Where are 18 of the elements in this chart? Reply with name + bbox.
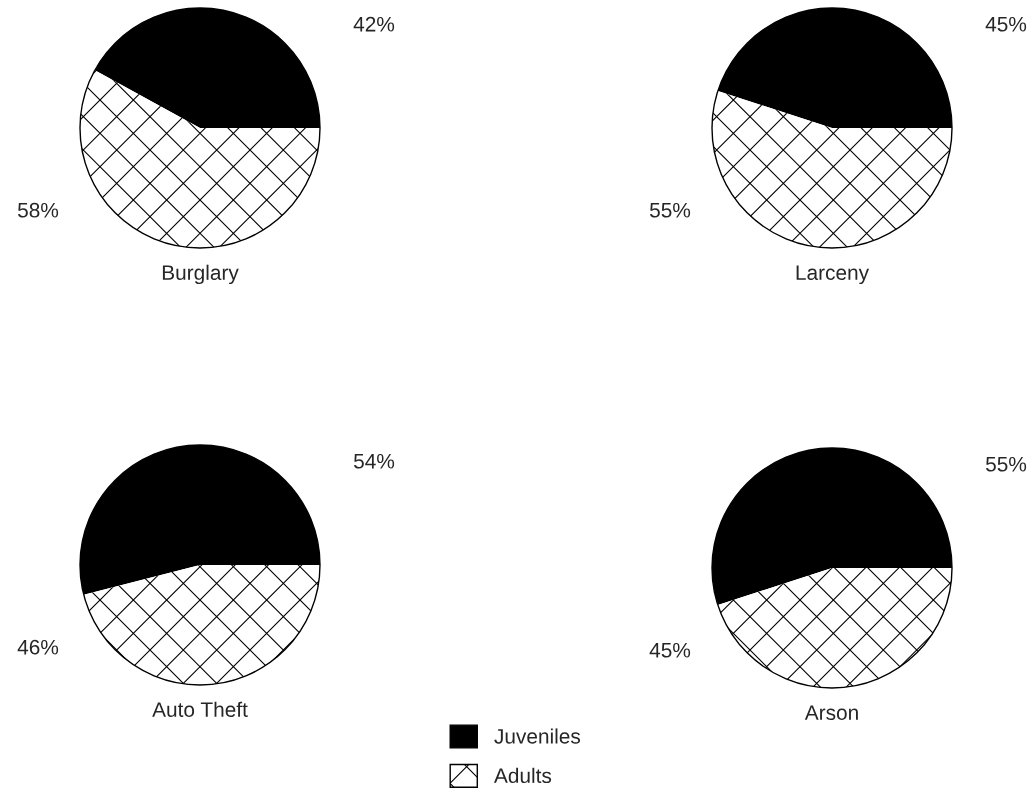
- legend-label: Juveniles: [494, 728, 581, 744]
- data-label: 45%: [649, 642, 691, 658]
- data-label: 46%: [17, 639, 59, 655]
- pie-slice: [83, 565, 320, 685]
- pie-slice: [80, 70, 320, 248]
- text: Arson: [804, 705, 858, 720]
- data-label: 55%: [649, 202, 691, 218]
- text: Burglary: [162, 264, 239, 285]
- pie-slice: [717, 568, 952, 688]
- pie-slice: [712, 90, 952, 248]
- legend-label: Adults: [493, 767, 552, 784]
- data-label: 58%: [17, 202, 59, 218]
- data-label: 54%: [353, 453, 395, 469]
- data-label: 55%: [985, 456, 1027, 472]
- data-label: 42%: [353, 16, 395, 32]
- text: Auto Theft: [152, 701, 248, 717]
- data-label: 45%: [985, 16, 1027, 32]
- text: Larceny: [796, 265, 870, 285]
